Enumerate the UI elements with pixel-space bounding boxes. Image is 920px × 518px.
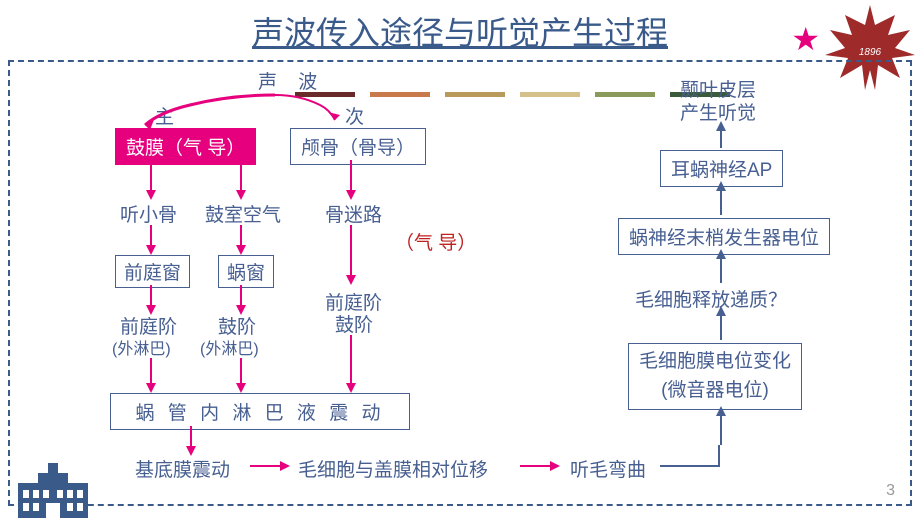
arrow <box>520 465 550 467</box>
arrow-head <box>346 275 356 285</box>
label-maoxi-gaimo: 毛细胞与盖膜相对位移 <box>298 455 488 482</box>
arrow <box>150 285 152 305</box>
box-gumo: 鼓膜（气 导） <box>115 128 256 165</box>
arrow-head <box>716 306 726 316</box>
label-tingmao: 听毛弯曲 <box>570 455 646 482</box>
arrow-head <box>716 249 726 259</box>
arrow <box>350 335 352 383</box>
arrow <box>720 190 722 215</box>
box-maoxi-dianwei: 毛细胞膜电位变化 (微音器电位) <box>628 343 802 410</box>
page-number: 3 <box>886 482 895 500</box>
arrow <box>150 160 152 190</box>
arrow <box>720 315 722 340</box>
arrow <box>190 426 192 446</box>
arrow <box>150 225 152 245</box>
arrow-head <box>716 181 726 191</box>
label-tingxiaogu: 听小骨 <box>120 200 177 227</box>
arrow <box>240 285 242 305</box>
arrow-head <box>716 406 726 416</box>
label-wailinba1: (外淋巴) <box>112 335 171 359</box>
label-qidao: （气 导） <box>395 228 476 255</box>
arrow <box>240 225 242 245</box>
box-lugu: 颅骨（骨导） <box>290 128 426 165</box>
arrow <box>240 160 242 190</box>
arrow <box>350 160 352 190</box>
arrow-head <box>236 245 246 255</box>
box-wochuang: 蜗窗 <box>218 255 274 288</box>
arrow-head <box>716 121 726 131</box>
maple-leaf-icon: 1896 <box>820 0 920 100</box>
label-gujie2: 鼓阶 <box>335 310 373 337</box>
box-qiantingchuang: 前庭窗 <box>115 255 190 288</box>
arrow-head <box>550 461 560 471</box>
page-title: 声波传入途径与听觉产生过程 <box>0 0 920 54</box>
arrow-head <box>236 190 246 200</box>
border-top <box>8 60 912 62</box>
label-maoxi-dianwei2: (微音器电位) <box>639 377 791 406</box>
border-left <box>8 60 10 506</box>
arrow <box>250 465 280 467</box>
arrow-head <box>146 190 156 200</box>
arrow <box>240 358 242 383</box>
arrow-head <box>346 383 356 393</box>
star-icon: ★ <box>791 20 820 58</box>
border-right <box>910 60 912 506</box>
svg-text:1896: 1896 <box>859 47 882 58</box>
label-maoxi-dianwei1: 毛细胞膜电位变化 <box>639 348 791 377</box>
arrow <box>720 258 722 283</box>
box-woguan: 蜗 管 内 淋 巴 液 震 动 <box>110 393 410 430</box>
arrow <box>350 225 352 275</box>
border-bottom <box>8 504 912 506</box>
label-gushikongqi: 鼓室空气 <box>205 200 281 227</box>
arrow-head <box>236 383 246 393</box>
arrow <box>150 358 152 383</box>
arrow <box>720 130 722 148</box>
arrow-head <box>146 383 156 393</box>
brace-split <box>130 90 390 130</box>
label-gumilou: 骨迷路 <box>325 200 382 227</box>
arrow-head <box>146 245 156 255</box>
building-icon <box>8 458 98 518</box>
arrow <box>718 445 720 467</box>
arrow-head <box>280 461 290 471</box>
label-wailinba2: (外淋巴) <box>200 335 259 359</box>
label-maoxi-shifang: 毛细胞释放递质？ <box>635 285 787 312</box>
arrow-head <box>346 190 356 200</box>
arrow <box>660 465 718 467</box>
arrow <box>720 415 722 445</box>
label-jidimo: 基底膜震动 <box>135 455 230 482</box>
